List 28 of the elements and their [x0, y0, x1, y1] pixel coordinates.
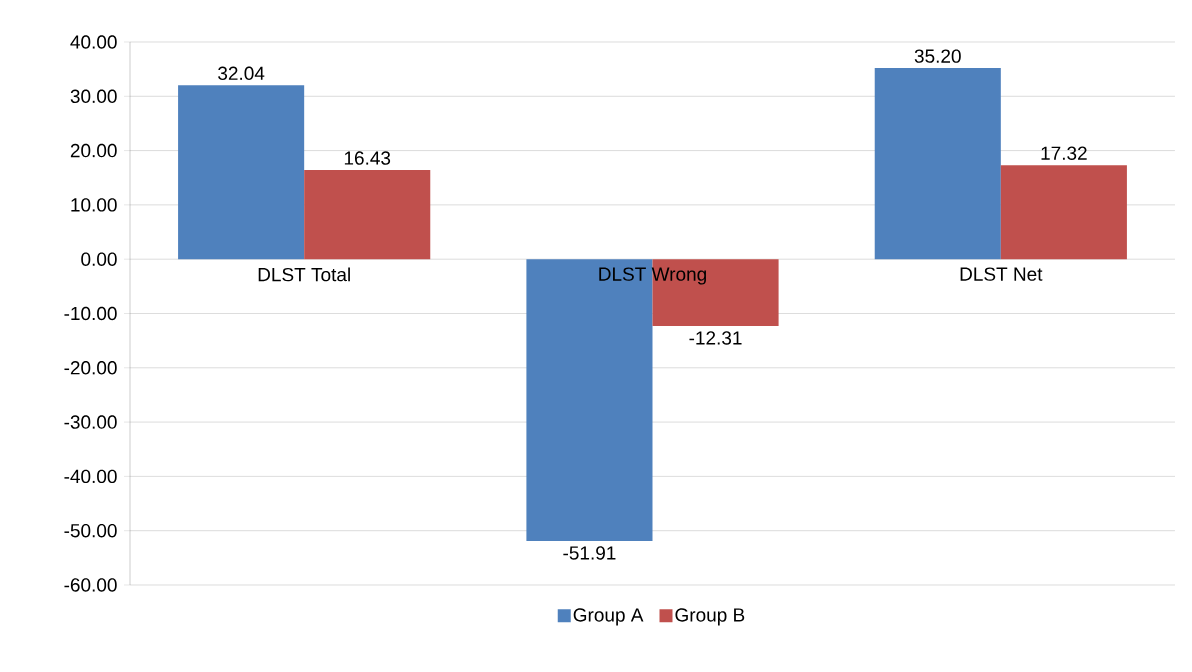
- data-label: 35.20: [914, 49, 961, 63]
- bar: [526, 259, 653, 542]
- data-label: -51.91: [563, 546, 616, 560]
- data-label: 16.43: [344, 151, 391, 165]
- y-tick-label: -30.00: [64, 415, 117, 429]
- y-tick-label: -40.00: [64, 469, 117, 484]
- data-label: 17.32: [1041, 146, 1087, 160]
- y-tick-label: 40.00: [70, 35, 117, 49]
- x-tick-label: DLST Total: [258, 267, 350, 282]
- bar: [1000, 165, 1127, 260]
- legend-label: Group A: [573, 608, 644, 626]
- bar: [304, 169, 431, 260]
- y-tick-label: -20.00: [64, 361, 117, 375]
- y-tick-label: -10.00: [64, 306, 117, 321]
- x-tick-label: DLST Net: [960, 267, 1043, 281]
- y-tick-label: 10.00: [71, 198, 117, 212]
- bar: [652, 259, 779, 327]
- y-tick-label: -50.00: [64, 523, 117, 538]
- y-tick-label: 30.00: [70, 89, 117, 104]
- y-tick-label: 0.00: [81, 252, 117, 266]
- bar: [874, 68, 1001, 260]
- bar: [178, 85, 305, 260]
- data-label: 32.04: [218, 66, 265, 81]
- y-tick-label: -60.00: [64, 578, 117, 592]
- x-tick-label: DLST Wrong: [599, 267, 706, 285]
- y-tick-label: 20.00: [70, 143, 117, 158]
- data-label: -12.31: [689, 331, 742, 345]
- legend-label: Group B: [675, 608, 745, 626]
